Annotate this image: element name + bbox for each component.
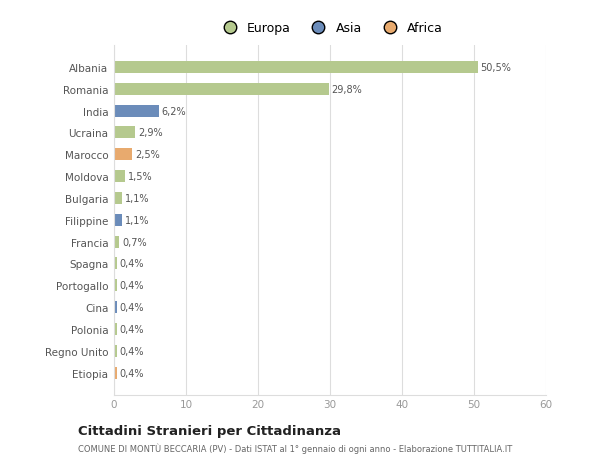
- Text: 1,5%: 1,5%: [128, 172, 152, 182]
- Text: 0,4%: 0,4%: [120, 325, 144, 334]
- Text: COMUNE DI MONTÙ BECCARIA (PV) - Dati ISTAT al 1° gennaio di ogni anno - Elaboraz: COMUNE DI MONTÙ BECCARIA (PV) - Dati IST…: [78, 443, 512, 453]
- Bar: [114, 302, 117, 313]
- Bar: [114, 280, 117, 292]
- Bar: [114, 345, 117, 357]
- Text: 1,1%: 1,1%: [125, 215, 149, 225]
- Text: 2,5%: 2,5%: [135, 150, 160, 160]
- Text: 0,4%: 0,4%: [120, 368, 144, 378]
- Text: 0,4%: 0,4%: [120, 259, 144, 269]
- Bar: [114, 171, 125, 183]
- Bar: [114, 149, 132, 161]
- Text: 0,4%: 0,4%: [120, 281, 144, 291]
- Bar: [114, 192, 122, 205]
- Text: 0,4%: 0,4%: [120, 302, 144, 313]
- Text: 6,2%: 6,2%: [161, 106, 186, 116]
- Text: 29,8%: 29,8%: [331, 84, 362, 95]
- Text: 0,7%: 0,7%: [122, 237, 146, 247]
- Legend: Europa, Asia, Africa: Europa, Asia, Africa: [212, 17, 448, 40]
- Text: 0,4%: 0,4%: [120, 346, 144, 356]
- Text: 1,1%: 1,1%: [125, 194, 149, 203]
- Bar: [114, 258, 117, 270]
- Bar: [114, 127, 135, 139]
- Bar: [114, 106, 158, 118]
- Bar: [114, 214, 122, 226]
- Text: 50,5%: 50,5%: [481, 63, 511, 73]
- Bar: [114, 236, 119, 248]
- Bar: [114, 367, 117, 379]
- Text: Cittadini Stranieri per Cittadinanza: Cittadini Stranieri per Cittadinanza: [78, 425, 341, 437]
- Text: 2,9%: 2,9%: [138, 128, 163, 138]
- Bar: [114, 62, 478, 74]
- Bar: [114, 84, 329, 95]
- Bar: [114, 323, 117, 335]
